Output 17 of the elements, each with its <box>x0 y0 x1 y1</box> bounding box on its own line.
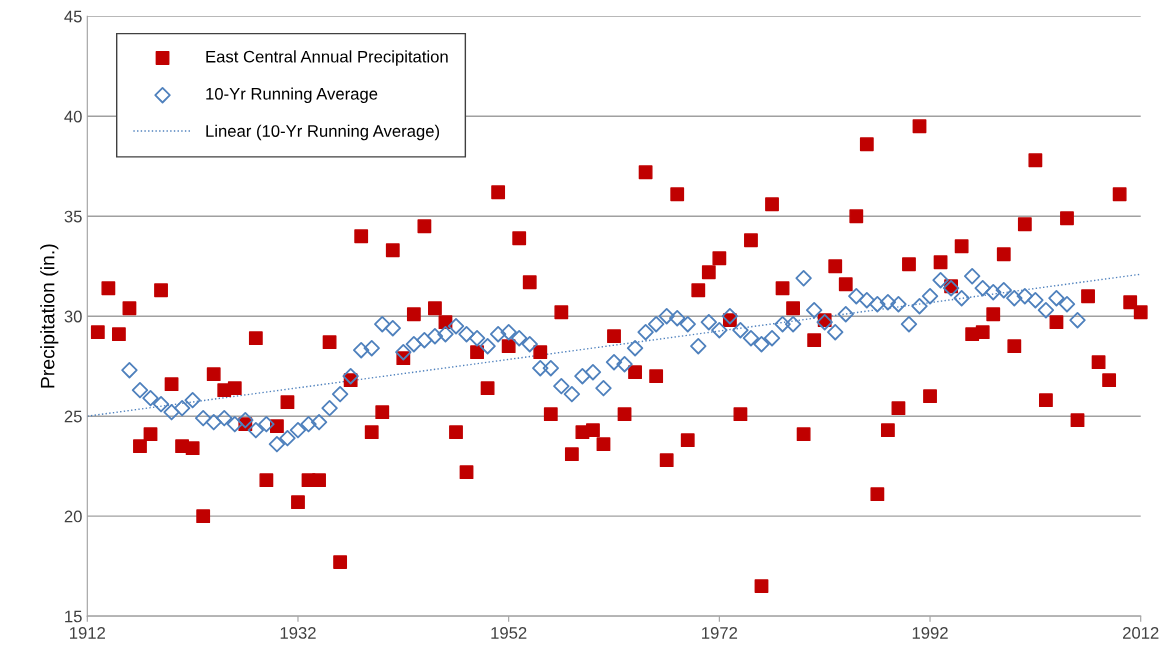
y-tick-label: 45 <box>64 10 82 23</box>
legend-label: Linear (10-Yr Running Average) <box>206 124 440 141</box>
x-tick-label: 1972 <box>702 627 738 639</box>
x-tick-label: 1912 <box>70 627 105 639</box>
y-tick-label: 40 <box>64 110 82 123</box>
y-axis-title: Precipitation (in.) <box>40 244 59 388</box>
y-tick-label: 25 <box>64 410 82 423</box>
legend-label: 10-Yr Running Average <box>206 87 378 104</box>
y-tick-label: 30 <box>64 310 82 323</box>
x-tick-label: 1992 <box>912 627 948 639</box>
x-tick-label: 2012 <box>1123 627 1159 639</box>
y-tick-label: 20 <box>64 510 82 523</box>
legend-label: East Central Annual Precipitation <box>206 50 448 66</box>
y-tick-label: 35 <box>64 210 82 223</box>
x-tick-label: 1952 <box>491 627 527 639</box>
x-tick-label: 1932 <box>280 627 316 639</box>
y-tick-label: 15 <box>65 610 82 623</box>
